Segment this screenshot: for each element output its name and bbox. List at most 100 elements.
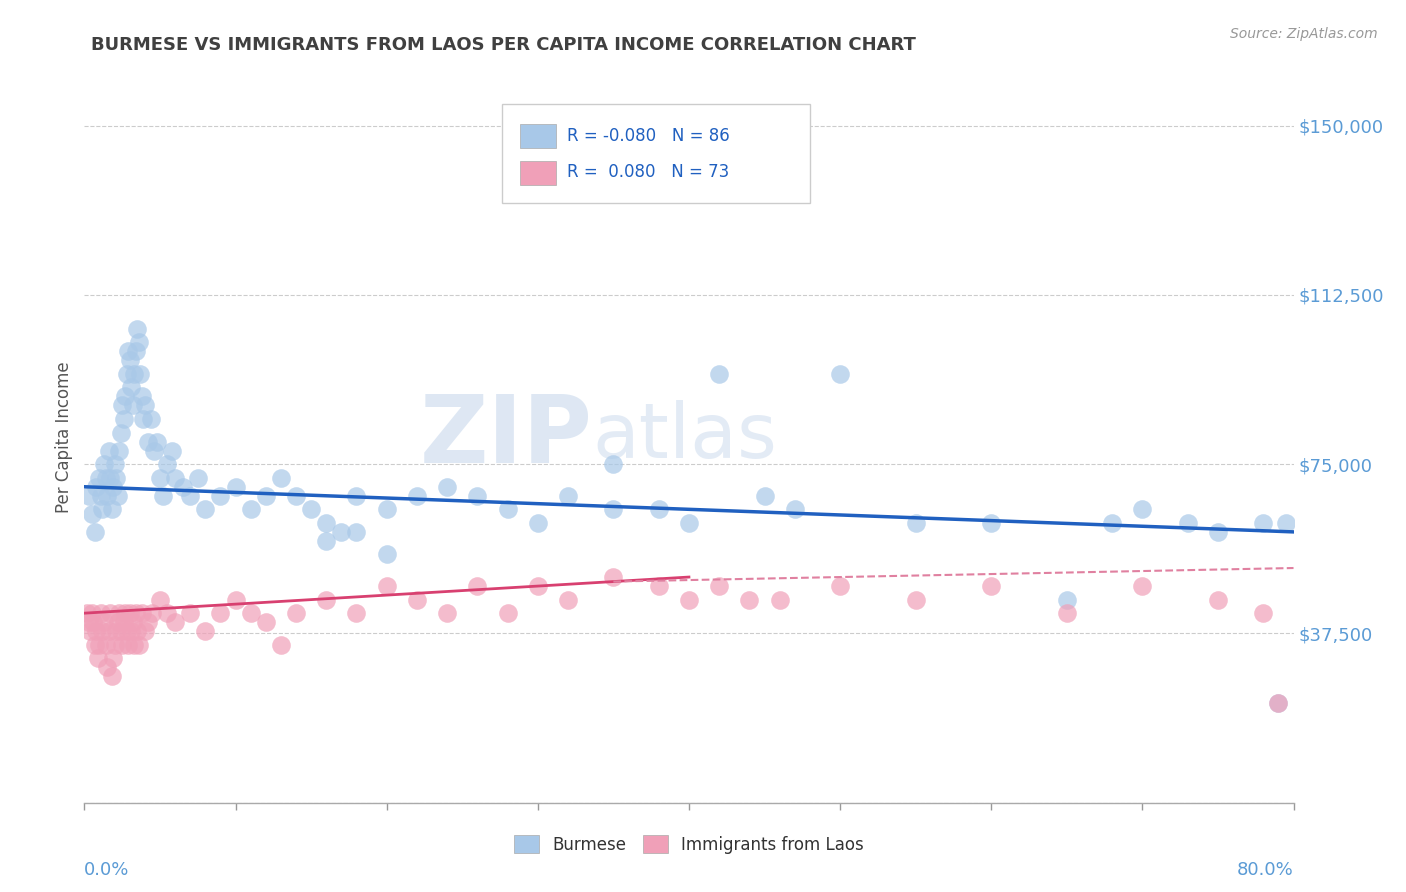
Point <box>89 471 111 485</box>
Point <box>467 579 489 593</box>
Point <box>82 615 104 630</box>
Point <box>117 638 139 652</box>
Point <box>1056 606 1078 620</box>
Point <box>87 651 110 665</box>
Point <box>980 516 1002 530</box>
Point <box>107 615 129 630</box>
Point <box>1101 516 1123 530</box>
Point <box>117 344 139 359</box>
Point <box>436 606 458 620</box>
Point <box>527 579 550 593</box>
Point <box>134 624 156 639</box>
Point <box>94 638 117 652</box>
FancyBboxPatch shape <box>520 124 555 148</box>
Point <box>104 638 127 652</box>
Point <box>315 516 337 530</box>
Point <box>1253 516 1275 530</box>
Point <box>904 592 927 607</box>
Point <box>375 502 398 516</box>
Point <box>602 502 624 516</box>
Point <box>127 322 149 336</box>
Point <box>105 471 128 485</box>
Point <box>77 615 100 630</box>
Point <box>141 606 163 620</box>
Point <box>146 434 169 449</box>
Point <box>122 638 145 652</box>
Point <box>769 592 792 607</box>
Point <box>127 624 149 639</box>
Point <box>239 606 262 620</box>
Point <box>111 638 134 652</box>
Point <box>118 353 141 368</box>
Point <box>375 579 398 593</box>
Point <box>101 480 124 494</box>
Point <box>270 471 292 485</box>
Point <box>254 615 277 630</box>
Point <box>125 606 148 620</box>
Point <box>131 606 153 620</box>
Point <box>112 412 135 426</box>
Point <box>91 502 114 516</box>
Point <box>136 615 159 630</box>
Point <box>76 606 98 620</box>
Point <box>172 480 194 494</box>
Point <box>315 592 337 607</box>
FancyBboxPatch shape <box>502 104 810 203</box>
Point <box>225 592 247 607</box>
Point <box>125 344 148 359</box>
Point <box>110 425 132 440</box>
Point <box>527 516 550 530</box>
Point <box>783 502 806 516</box>
Point <box>91 624 114 639</box>
Point <box>209 606 232 620</box>
Point <box>406 592 429 607</box>
Point <box>98 606 121 620</box>
Y-axis label: Per Capita Income: Per Capita Income <box>55 361 73 513</box>
Point <box>94 471 117 485</box>
Point <box>1177 516 1199 530</box>
Point <box>225 480 247 494</box>
Point <box>96 660 118 674</box>
Point <box>709 579 731 593</box>
Point <box>209 489 232 503</box>
Point <box>114 389 136 403</box>
Text: BURMESE VS IMMIGRANTS FROM LAOS PER CAPITA INCOME CORRELATION CHART: BURMESE VS IMMIGRANTS FROM LAOS PER CAPI… <box>91 36 917 54</box>
Point <box>101 651 124 665</box>
Text: Source: ZipAtlas.com: Source: ZipAtlas.com <box>1230 27 1378 41</box>
Point <box>90 489 112 503</box>
Point <box>118 606 141 620</box>
Point <box>1275 516 1298 530</box>
Point <box>98 471 121 485</box>
Point <box>194 502 217 516</box>
Point <box>112 615 135 630</box>
Point <box>104 457 127 471</box>
Point <box>346 489 368 503</box>
FancyBboxPatch shape <box>520 161 555 185</box>
Point <box>149 592 172 607</box>
Point <box>315 533 337 548</box>
Point <box>121 615 143 630</box>
Point <box>1056 592 1078 607</box>
Text: R = -0.080   N = 86: R = -0.080 N = 86 <box>567 127 730 145</box>
Point <box>194 624 217 639</box>
Point <box>110 624 132 639</box>
Point <box>121 399 143 413</box>
Point <box>678 592 700 607</box>
Point <box>80 606 103 620</box>
Point <box>285 606 308 620</box>
Point <box>115 624 138 639</box>
Point <box>132 412 155 426</box>
Point <box>128 335 150 350</box>
Text: R =  0.080   N = 73: R = 0.080 N = 73 <box>567 163 730 181</box>
Point <box>1267 697 1289 711</box>
Point <box>100 669 122 683</box>
Point <box>79 624 101 639</box>
Point <box>754 489 776 503</box>
Point <box>830 367 852 381</box>
Point <box>285 489 308 503</box>
Point <box>156 457 179 471</box>
Point <box>122 367 145 381</box>
Point <box>134 399 156 413</box>
Point <box>254 489 277 503</box>
Point <box>830 579 852 593</box>
